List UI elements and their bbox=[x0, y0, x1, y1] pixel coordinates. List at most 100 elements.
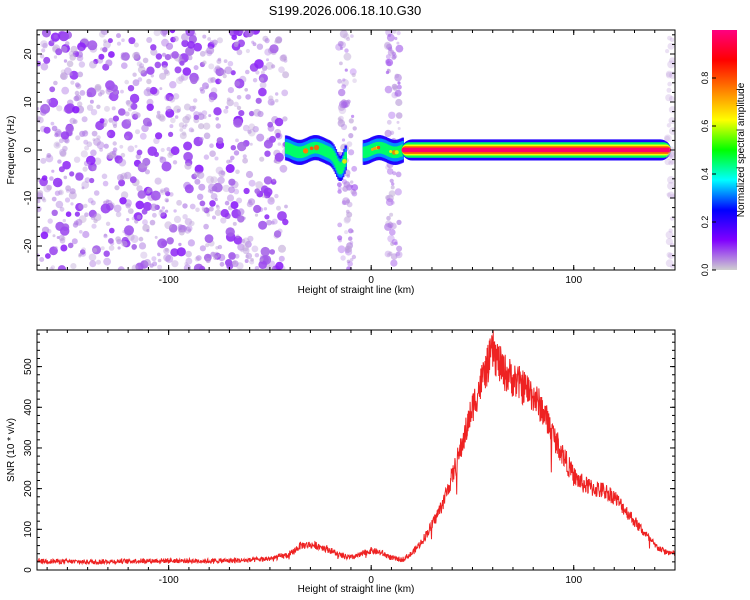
spectrogram-cell bbox=[391, 182, 395, 186]
spectrogram-cell bbox=[114, 185, 120, 191]
spectrogram-cell bbox=[282, 116, 288, 122]
spectrogram-cell bbox=[247, 235, 254, 242]
spectrogram-cell bbox=[344, 215, 352, 223]
spectrogram-cell bbox=[346, 259, 351, 264]
spectrogram-cell bbox=[150, 190, 161, 201]
spectrogram-cell bbox=[107, 38, 113, 44]
spectrogram-cell bbox=[665, 49, 670, 54]
spectrogram-cell bbox=[199, 265, 206, 270]
spectrogram-cell bbox=[172, 160, 178, 165]
spectrogram-cell bbox=[54, 246, 58, 250]
spectrogram-cell bbox=[202, 82, 209, 90]
spectrogram-cell bbox=[376, 145, 381, 150]
spectrogram-cell bbox=[276, 37, 283, 44]
spectrogram-cell bbox=[351, 72, 356, 78]
spectrogram-cell bbox=[227, 60, 234, 67]
spectrogram-cell bbox=[61, 86, 70, 95]
spectrogram-cell bbox=[666, 153, 673, 160]
spectrogram-cell bbox=[120, 52, 126, 58]
spectrogram-cell bbox=[106, 152, 114, 160]
spectrogram-cell bbox=[42, 198, 47, 203]
spectrogram-cell bbox=[254, 59, 264, 69]
spectrogram-cell bbox=[220, 170, 226, 176]
spectrogram-cell bbox=[169, 124, 174, 129]
spectrogram-cell bbox=[193, 42, 203, 52]
spectrogram-cell bbox=[111, 106, 116, 111]
spectrogram-cell bbox=[64, 139, 69, 144]
spectrogram-cell bbox=[139, 162, 146, 169]
spectrogram-cell bbox=[75, 172, 84, 181]
y-tick-label: -20 bbox=[23, 238, 34, 253]
spectrogram-cell bbox=[222, 184, 230, 193]
spectrogram-cell bbox=[384, 223, 392, 231]
spectrogram-cell bbox=[46, 184, 53, 191]
spectrogram-cell bbox=[249, 142, 253, 146]
spectrogram-cell bbox=[78, 252, 82, 257]
spectrogram-cell bbox=[69, 54, 76, 61]
spectrogram-cell bbox=[164, 54, 171, 61]
spectrogram-cell bbox=[388, 190, 396, 198]
spectrogram-cell bbox=[340, 99, 347, 106]
spectrogram-cell bbox=[667, 181, 675, 190]
spectrogram-cell bbox=[384, 41, 391, 49]
spectrogram-cell bbox=[37, 190, 44, 197]
spectrogram-cell bbox=[395, 251, 401, 257]
spectrogram-cell bbox=[156, 113, 161, 119]
spectrogram-cell bbox=[232, 221, 237, 226]
spectrogram-cell bbox=[125, 100, 131, 105]
snr-background bbox=[37, 330, 675, 570]
spectrogram-cell bbox=[344, 230, 349, 235]
spectrogram-cell bbox=[206, 175, 214, 184]
spectrogram-cell bbox=[120, 152, 126, 158]
spectrogram-cell bbox=[253, 204, 262, 214]
spectrogram-cell bbox=[232, 260, 237, 265]
spectrogram-cell bbox=[338, 162, 341, 175]
spectrogram-cell bbox=[231, 34, 237, 41]
snr-xlabel: Height of straight line (km) bbox=[298, 584, 415, 595]
spectrogram-cell bbox=[395, 98, 403, 107]
spectrogram-cell bbox=[346, 99, 351, 104]
spectrogram-cell bbox=[665, 94, 673, 102]
spectrogram-cell bbox=[182, 214, 188, 220]
spectrogram-cell bbox=[37, 115, 41, 122]
spectrogram-cell bbox=[119, 175, 125, 180]
spectrogram-cell bbox=[667, 252, 675, 260]
spectrogram-cell bbox=[342, 78, 346, 82]
spectrogram-cell bbox=[275, 92, 279, 96]
spectrogram-cell bbox=[163, 187, 170, 194]
spectrogram-cell bbox=[390, 185, 395, 190]
spectrogram-cell bbox=[294, 146, 297, 158]
spectrogram-cell bbox=[668, 117, 675, 125]
spectrogram-cell bbox=[84, 177, 91, 184]
spectrogram-cell bbox=[121, 62, 128, 69]
spectrogram-cell bbox=[183, 141, 193, 151]
spectrogram-cell bbox=[396, 219, 402, 225]
spectrogram-cell bbox=[78, 215, 87, 224]
spectrogram-cell bbox=[218, 170, 226, 178]
spectrogram-cell bbox=[206, 213, 211, 217]
spectrogram-cell bbox=[387, 235, 395, 243]
spectrogram-cell bbox=[184, 123, 188, 127]
spectrogram-cell bbox=[110, 84, 118, 92]
colorbar: 0.0 0.2 0.4 0.6 0.8 Normalized spectral ampl… bbox=[700, 30, 747, 276]
spectrogram-cell bbox=[667, 191, 675, 199]
figure-title: S199.2026.006.18.10.G30 bbox=[269, 3, 422, 18]
spectrogram-cell bbox=[174, 115, 179, 119]
spectrogram-cell bbox=[164, 221, 173, 230]
spectrogram-cell bbox=[53, 55, 58, 59]
spectrogram-cell bbox=[137, 77, 143, 82]
spectrogram-cell bbox=[62, 145, 68, 152]
spectrogram-cell bbox=[391, 55, 396, 60]
spectrogram-cell bbox=[245, 94, 251, 100]
spectrogram-cell bbox=[67, 242, 74, 249]
spectrogram-cell bbox=[665, 231, 674, 239]
spectrogram-cell bbox=[51, 125, 58, 132]
spectrogram-cell bbox=[666, 123, 672, 128]
spectrogram-cell bbox=[176, 247, 186, 257]
spectrogram-cell bbox=[263, 207, 268, 211]
spectrogram-cell bbox=[255, 97, 262, 104]
spectrogram-cell bbox=[204, 50, 208, 54]
y-tick-label: 100 bbox=[23, 521, 34, 538]
spectrogram-cell bbox=[84, 212, 89, 217]
spectrogram-cell bbox=[149, 263, 154, 268]
